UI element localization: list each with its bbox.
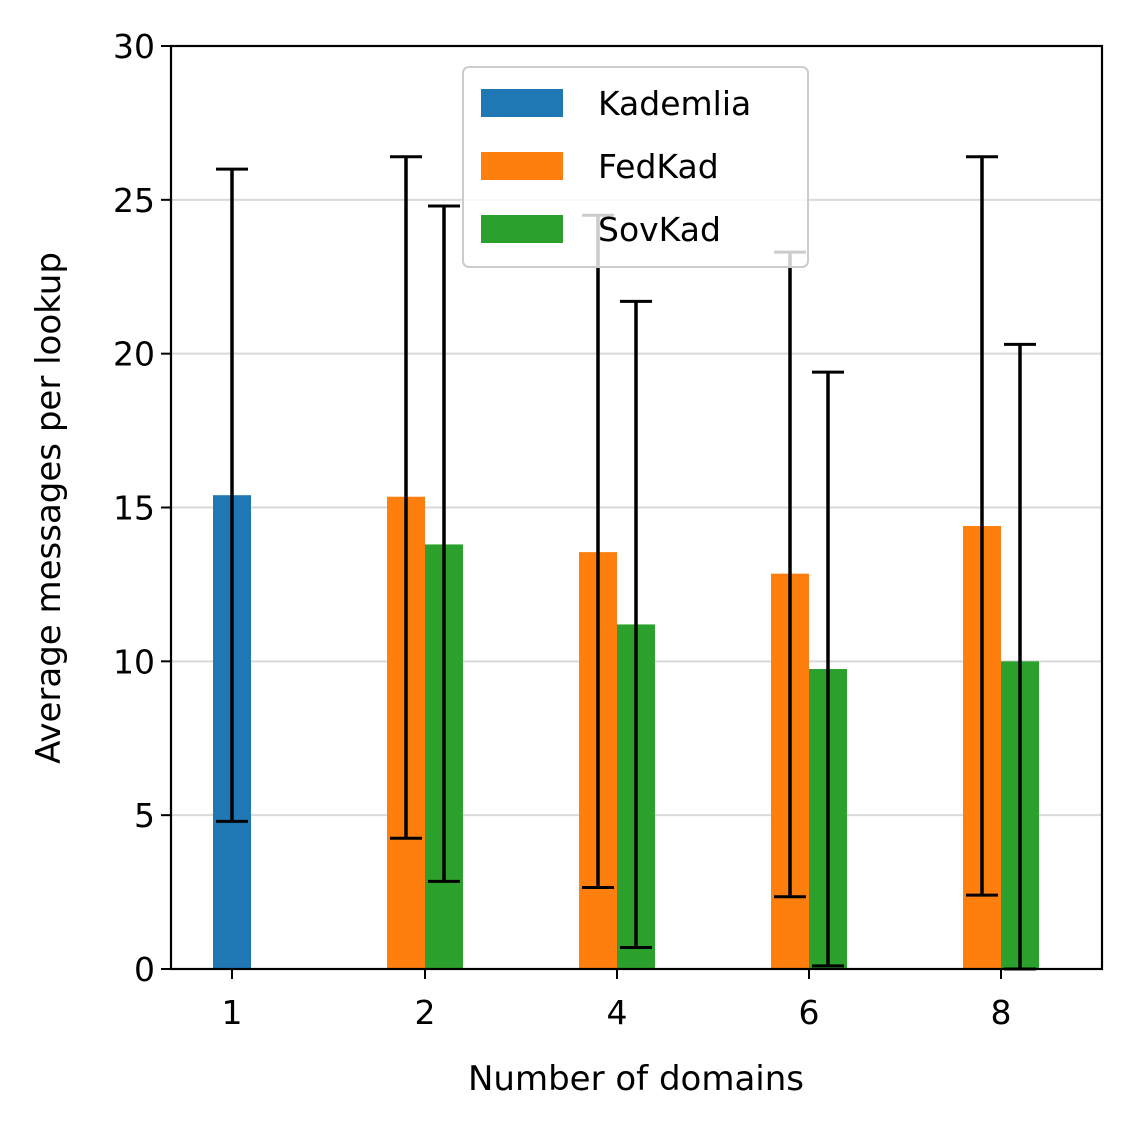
legend-label-fedkad: FedKad (598, 147, 719, 186)
x-axis-label: Number of domains (468, 1059, 804, 1099)
x-tick-label: 6 (799, 993, 820, 1032)
y-tick-label: 15 (113, 489, 155, 528)
y-tick-label: 0 (134, 950, 155, 989)
legend-swatch-fedkad (481, 152, 563, 180)
legend-label-sovkad: SovKad (598, 210, 721, 249)
x-tick-label: 4 (607, 993, 628, 1032)
legend: Kademlia FedKad SovKad (463, 67, 808, 267)
y-tick-label: 10 (113, 642, 155, 681)
x-tick-label: 8 (991, 993, 1012, 1032)
y-tick-label: 20 (113, 335, 155, 374)
y-tick-label: 25 (113, 181, 155, 220)
legend-swatch-kademlia (481, 89, 563, 117)
legend-label-kademlia: Kademlia (598, 84, 751, 123)
x-tick-label: 2 (415, 993, 436, 1032)
y-tick-label: 30 (113, 27, 155, 66)
x-tick-label: 1 (222, 993, 243, 1032)
legend-swatch-sovkad (481, 215, 563, 243)
y-tick-label: 5 (134, 796, 155, 835)
y-axis-label: Average messages per lookup (29, 252, 69, 764)
